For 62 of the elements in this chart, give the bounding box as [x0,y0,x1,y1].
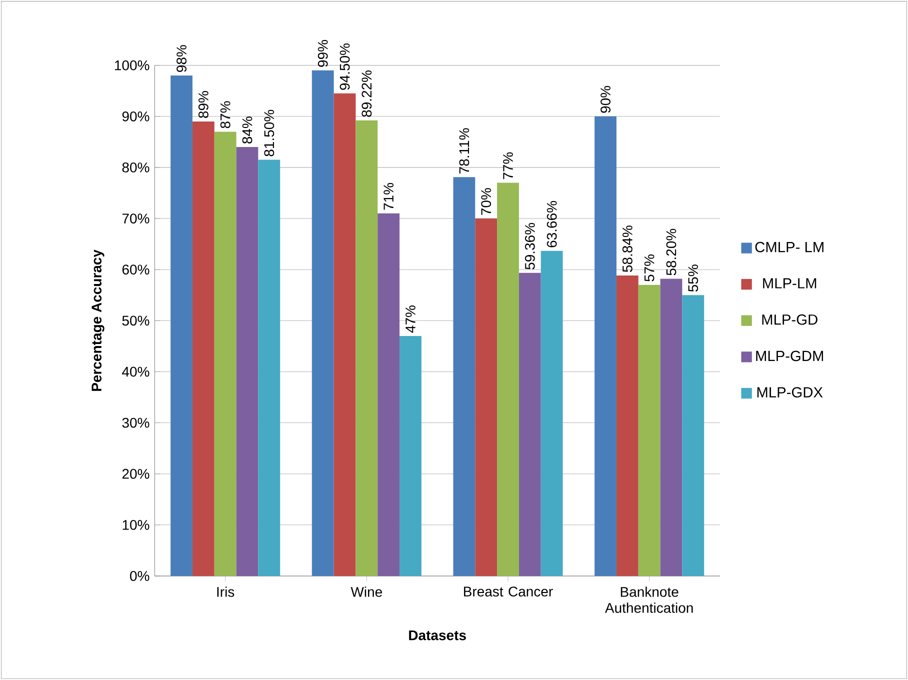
data-label: 59.36% [524,222,535,270]
bar [214,132,236,576]
bar [616,276,638,576]
bar [236,147,258,576]
data-label: 58.20% [666,228,676,276]
data-label: 77% [503,152,513,180]
y-tick-label: 40% [122,366,150,377]
bar [475,218,498,576]
y-tick-label: 70% [122,214,150,224]
y-tick-label: 20% [122,468,150,479]
data-label: 90% [600,86,610,113]
x-tick-label: Iris [217,586,234,597]
bar [170,76,192,576]
data-label: 84% [242,116,252,144]
bar [660,278,682,576]
bar [356,120,378,576]
data-label: 71% [384,182,394,210]
x-tick-label: Breast Cancer [464,586,553,597]
bar [312,70,334,576]
y-tick-label: 80% [122,162,150,172]
data-label: 87% [220,101,230,128]
data-label: 58.84% [622,226,632,272]
bar [453,177,476,576]
bar [258,160,280,576]
legend-label: MLP-GDM [756,350,824,362]
data-label: 98% [176,45,186,72]
x-axis-title: Datasets [409,630,466,640]
y-tick-label: 10% [122,520,150,530]
data-label: 47% [406,306,416,333]
bar [378,213,400,576]
data-label: 57% [644,254,654,282]
data-label: 89.22% [362,70,372,117]
data-label: 99% [318,40,328,67]
bar [638,284,660,576]
x-tick-label: Wine [350,586,382,597]
data-label: 70% [481,188,492,215]
y-axis-title: Percentage Accuracy [92,250,104,391]
legend-label: CMLP- LM [755,242,824,252]
bar [594,116,616,576]
bar [192,121,214,576]
bar [497,182,519,576]
data-label: 94.50% [340,44,350,90]
data-label: 81.50% [264,110,274,156]
y-tick-label: 50% [122,316,150,326]
y-tick-label: 100% [114,60,150,70]
y-tick-label: 0% [130,571,150,581]
y-tick-label: 30% [122,418,150,428]
bar [400,336,422,576]
bar [540,250,563,576]
legend-label: MLP-GDX [757,387,823,398]
bar [682,295,704,576]
legend-label: MLP-LM [763,278,816,288]
data-label: 63.66% [546,200,557,248]
y-tick-label: 90% [122,111,150,122]
y-tick-label: 60% [122,264,150,275]
bar [518,272,541,576]
data-label: 78.11% [459,128,470,174]
x-tick-label: Banknote Authentication [604,586,693,613]
data-label: 55% [688,264,698,292]
data-label: 89% [198,91,208,118]
bar [334,93,356,576]
legend-label: MLP-GD [762,314,818,325]
